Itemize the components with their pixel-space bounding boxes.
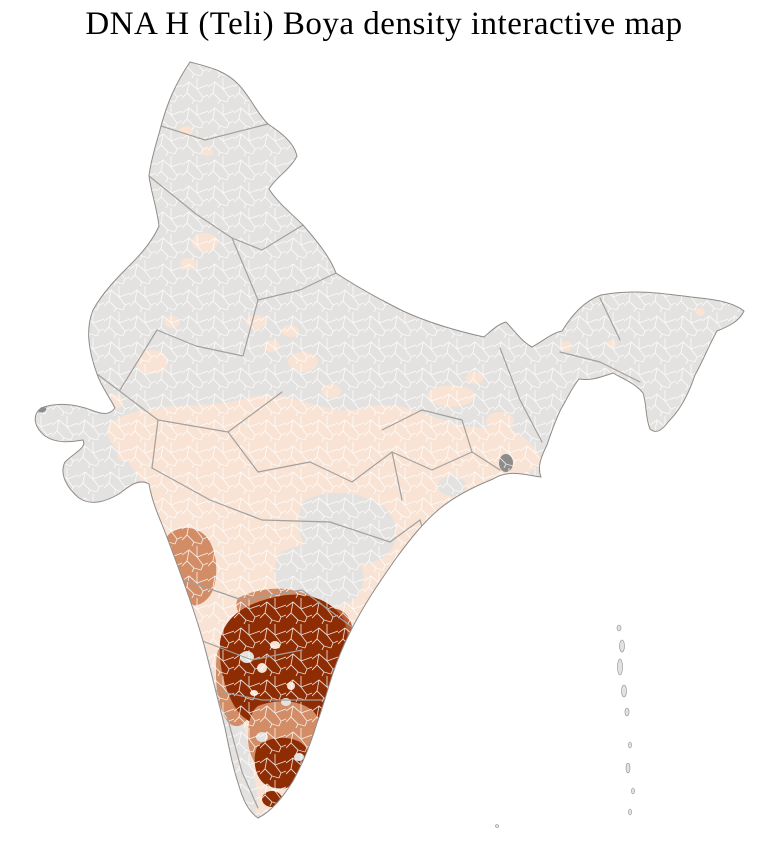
island[interactable]: [495, 824, 499, 828]
state-border-line: [151, 467, 421, 543]
state-border-line: [225, 711, 259, 809]
district-borders-overlay: [35, 62, 744, 818]
state-border-line: [381, 409, 473, 453]
island[interactable]: [617, 658, 623, 676]
state-border-line: [559, 351, 641, 383]
state-border-line: [231, 224, 304, 251]
india-outline: [34, 61, 745, 819]
island-chain: [495, 624, 635, 828]
state-border-line: [599, 297, 621, 341]
island[interactable]: [624, 707, 630, 717]
island[interactable]: [628, 741, 632, 749]
state-border-line: [257, 272, 337, 301]
island[interactable]: [621, 684, 627, 698]
island[interactable]: [625, 762, 631, 774]
state-border-line: [499, 347, 543, 443]
state-border-line: [180, 578, 357, 631]
page-title: DNA H (Teli) Boya density interactive ma…: [85, 6, 683, 42]
state-border-line: [211, 689, 323, 701]
state-border-line: [227, 431, 501, 483]
state-border-line: [119, 175, 259, 391]
state-border-line: [151, 419, 159, 469]
state-borders: [96, 123, 641, 809]
island[interactable]: [631, 787, 635, 795]
state-border-line: [160, 123, 269, 141]
state-border-line: [96, 373, 283, 433]
map-body: [35, 62, 744, 818]
island[interactable]: [616, 624, 622, 632]
state-border-line: [391, 451, 403, 501]
state-border-line: [199, 639, 303, 661]
island[interactable]: [628, 808, 632, 816]
island[interactable]: [619, 639, 625, 653]
